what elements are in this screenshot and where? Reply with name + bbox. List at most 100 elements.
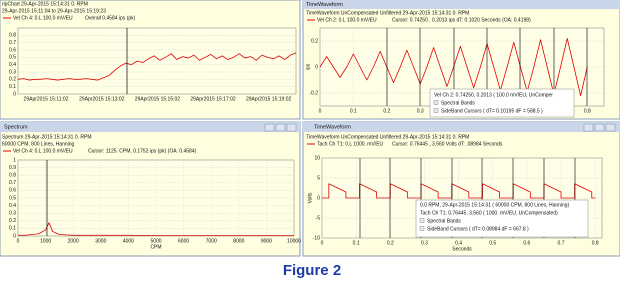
y-tick-label: 5 — [317, 175, 320, 181]
series-line — [322, 183, 596, 199]
caption: Figure 2 — [283, 262, 341, 279]
x-tick-label: 3000 — [95, 238, 106, 244]
legend-entry: Vel Ch 4: 0.L 100.0 mV/EU — [13, 15, 73, 21]
y-tick-label: 0.1 — [9, 226, 16, 232]
inset-text: SideBand Cursors ( dT= 0.10195 dF = 588.… — [441, 108, 543, 114]
y-tick-label: 10 — [314, 155, 320, 161]
y-tick-label: 0 — [13, 233, 16, 239]
inset-legend — [415, 199, 589, 238]
x-tick-label: 0.2 — [387, 240, 394, 246]
y-tick-label: 0 — [315, 64, 318, 70]
y-tick-label: 0 — [317, 195, 320, 201]
x-tick-label: 9000 — [261, 238, 272, 244]
y-tick-label: 0.9 — [9, 165, 16, 171]
y-tick-label: -0.2 — [309, 90, 318, 96]
y-tick-label: 0.2 — [9, 77, 16, 83]
y-tick-label: 0.3 — [9, 211, 16, 217]
y-tick-label: 0.3 — [9, 69, 16, 75]
header: TimeWaveform UnCompensated Unfiltered 29… — [306, 134, 469, 140]
x-tick-label: 6000 — [178, 238, 189, 244]
close-button[interactable] — [605, 123, 616, 132]
plot-area — [17, 27, 297, 95]
readout: Cursor: 0.76445 , 3.560 Volts dT: .08984… — [392, 141, 503, 147]
x-tick-label: 5000 — [150, 238, 161, 244]
readout: Cursor: 0.74250 , 0.2013 ips dT: 0.1020 … — [392, 17, 531, 23]
x-tick-label: 0.8 — [592, 240, 599, 246]
title-bar — [303, 0, 620, 9]
legend-entry: Vel Ch 4: 0.L 100.0 mV/EU — [13, 148, 73, 154]
inset-legend — [429, 88, 575, 118]
x-tick-label: 0.5 — [489, 240, 496, 246]
inset-text: Spectral Bands — [427, 218, 461, 224]
x-tick-label: 0.1 — [353, 240, 360, 246]
series-line — [17, 52, 297, 81]
y-tick-label: 0.7 — [9, 40, 16, 46]
y-tick-label: 0.5 — [9, 55, 16, 61]
x-tick-label: 29Apr2015 15:19:02 — [246, 96, 292, 102]
y-tick-label: 0.2 — [9, 218, 16, 224]
y-tick-label: 0.6 — [9, 47, 16, 53]
x-tick-label: 29Apr2015 15:17:02 — [190, 96, 236, 102]
x-tick-label: 0.3 — [421, 240, 428, 246]
y-tick-label: 0.8 — [9, 173, 16, 179]
x-tick-label: 29Apr2015 15:15:02 — [135, 96, 181, 102]
title-bar — [303, 122, 620, 132]
readout: Overall 0.4584 ips (pk) — [85, 15, 136, 21]
checkbox[interactable] — [433, 100, 439, 105]
x-tick-label: 29Apr2015 15:13:02 — [79, 96, 125, 102]
y-tick-label: 0.5 — [9, 195, 16, 201]
x-tick-label: 0 — [17, 238, 20, 244]
x-tick-label: 0.1 — [350, 108, 357, 114]
y-tick-label: 0.8 — [9, 33, 16, 39]
x-tick-label: 1000 — [40, 238, 51, 244]
inset-text: SideBand Cursors ( dT= 0.08984 dF = 667.… — [427, 226, 529, 232]
title-bar — [0, 122, 300, 132]
x-tick-label: 10000 — [287, 238, 301, 244]
x-tick-label: 0 — [319, 108, 322, 114]
y-tick-label: 0.4 — [9, 203, 16, 209]
y-tick-label: 0.7 — [9, 180, 16, 186]
maximize-button[interactable] — [275, 123, 286, 132]
y-tick-label: 0.4 — [9, 62, 16, 68]
y-axis-label: Volts — [307, 192, 313, 203]
window-title: TimeWaveform — [314, 124, 351, 130]
x-tick-label: 0.4 — [455, 240, 462, 246]
x-tick-label: 0.3 — [417, 108, 424, 114]
maximize-button[interactable] — [594, 123, 605, 132]
y-tick-label: 1 — [13, 157, 16, 163]
close-button[interactable] — [286, 123, 297, 132]
x-tick-label: 0.2 — [383, 108, 390, 114]
header: TimeWaveform UnCompensated Unfiltered 29… — [306, 10, 469, 16]
window-title: Spectrum — [4, 124, 28, 130]
x-axis-label: CPM — [150, 244, 161, 250]
x-tick-label: 7000 — [206, 238, 217, 244]
inset-text: Vel Ch 2: 0.74250, 0.2013 ( 100.0 mV/EU,… — [434, 92, 553, 98]
y-tick-label: 0.2 — [311, 38, 318, 44]
x-tick-label: 4000 — [123, 238, 134, 244]
window-buttons[interactable] — [264, 123, 616, 132]
inset-text: Tach Ch T1: 0.76445, 3.560 ( 1000. mV/EU… — [420, 210, 558, 216]
header: ripChart 29-Apr-2015 15:14:31 0. RPM — [2, 1, 88, 7]
x-tick-label: 29Apr2015 15:11:02 — [24, 96, 69, 102]
y-tick-label: 0.1 — [9, 84, 16, 90]
inset-text: Spectral Bands — [441, 100, 475, 106]
header: 29-Apr-2015 15:11:04 to 29-Apr-2015 15:1… — [2, 8, 106, 14]
x-axis-label: Seconds — [452, 246, 472, 252]
x-tick-label: 0 — [321, 240, 324, 246]
x-tick-label: 8000 — [233, 238, 244, 244]
inset-text: 0.0 RPM, 29-Apr-2015 15:14:31 ( 60000 CP… — [420, 202, 570, 208]
legend-entry: Vel Ch 2: 0.L 100.0 mV/EU — [317, 17, 377, 23]
legend-entry: Tach Ch T1: 0.L 1000. mV/EU — [317, 141, 384, 147]
y-axis-label: ips — [305, 63, 311, 70]
checkbox[interactable] — [419, 226, 425, 231]
header: Spectrum 29-Apr-2015 15:14:31 0. RPM — [2, 134, 92, 140]
y-tick-label: -10 — [313, 235, 320, 241]
readout: Cursor: 1125. CPM, 0.1752 ips (pk) (OA: … — [88, 148, 197, 154]
x-tick-label: 0.7 — [558, 240, 565, 246]
checkbox[interactable] — [419, 218, 425, 223]
y-tick-label: -5 — [316, 215, 321, 221]
minimize-button[interactable] — [264, 123, 275, 132]
minimize-button[interactable] — [583, 123, 594, 132]
checkbox[interactable] — [433, 108, 439, 113]
